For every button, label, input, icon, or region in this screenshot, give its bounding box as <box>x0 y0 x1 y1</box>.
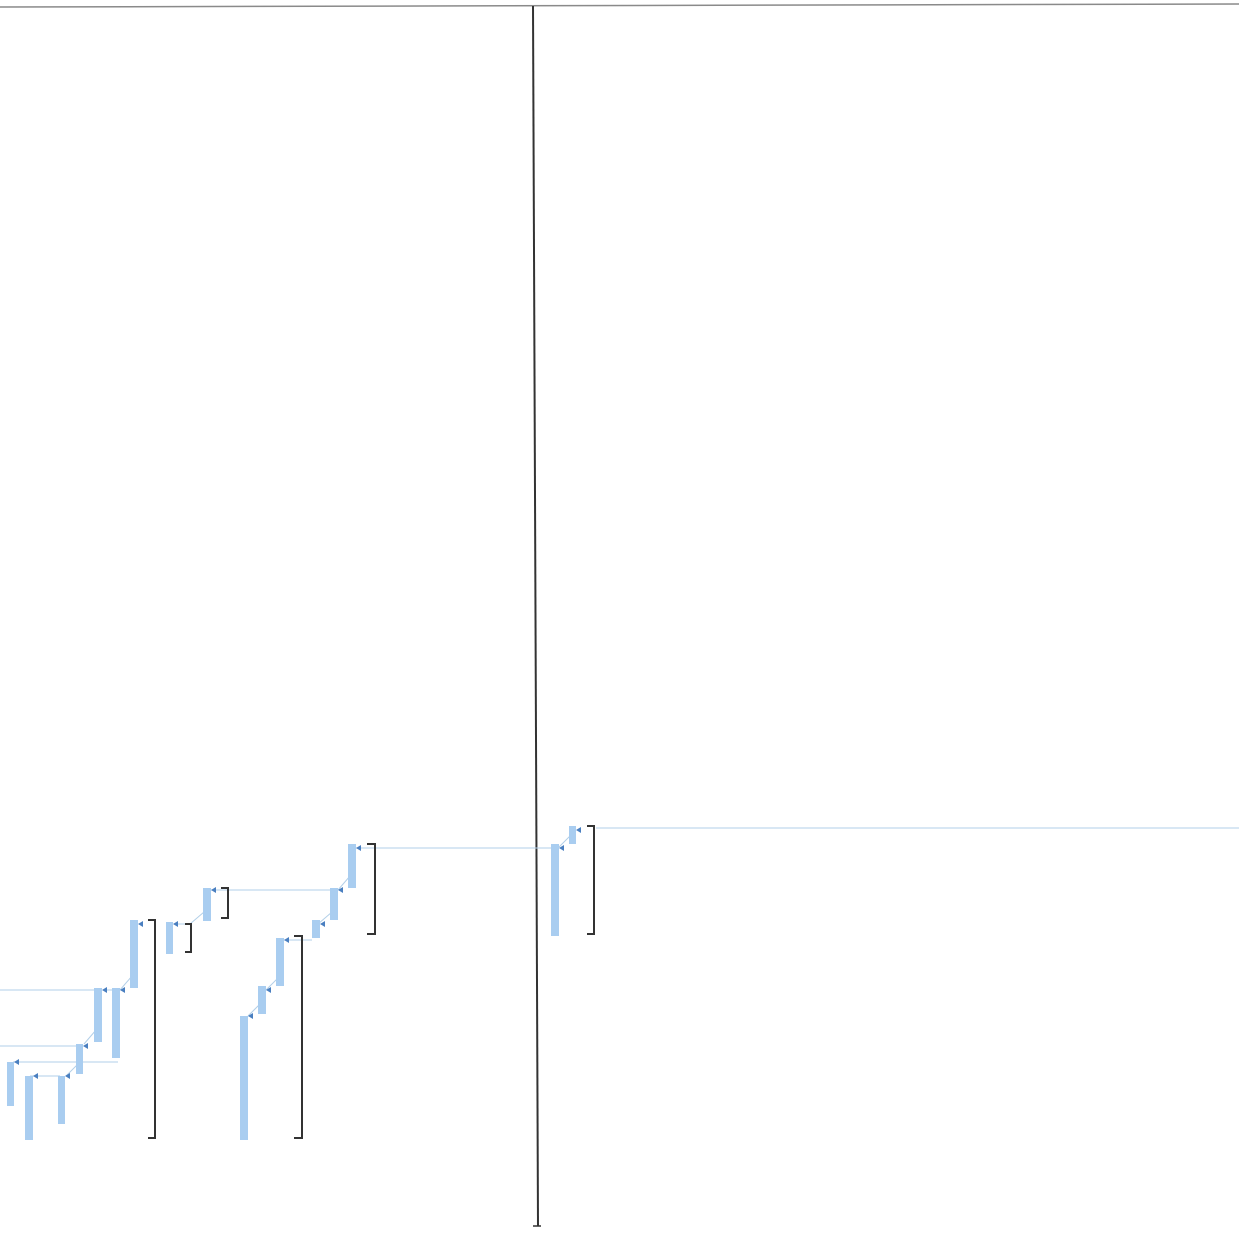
arrow-head <box>102 987 107 993</box>
arrow-head <box>576 827 581 833</box>
arrow-head <box>14 1059 19 1065</box>
task-bar[interactable] <box>312 920 320 938</box>
task-bars <box>7 826 576 1140</box>
task-bar[interactable] <box>240 1016 248 1140</box>
link-arrows <box>14 827 581 1079</box>
task-bar[interactable] <box>348 844 356 888</box>
link-line <box>189 911 205 925</box>
task-bar[interactable] <box>330 888 338 920</box>
task-bar[interactable] <box>58 1076 65 1124</box>
task-bar[interactable] <box>25 1076 33 1140</box>
arrow-head <box>284 937 289 943</box>
task-bar[interactable] <box>569 826 576 844</box>
summary-brackets <box>148 825 595 1139</box>
task-bar[interactable] <box>112 988 120 1058</box>
task-bar[interactable] <box>551 844 559 936</box>
task-bar[interactable] <box>76 1044 83 1074</box>
summary-bracket <box>367 843 376 935</box>
arrow-head <box>33 1073 38 1079</box>
summary-bracket <box>587 825 595 935</box>
arrow-head <box>320 921 325 927</box>
task-bar[interactable] <box>276 938 284 986</box>
arrow-head <box>120 987 125 993</box>
link-line <box>317 911 333 925</box>
link-line <box>557 835 571 849</box>
arrow-head <box>356 845 361 851</box>
arrow-head <box>173 921 178 927</box>
arrow-head <box>266 987 271 993</box>
arrow-head <box>559 845 564 851</box>
arrow-head <box>83 1043 88 1049</box>
task-bar[interactable] <box>94 988 102 1042</box>
arrow-head <box>138 921 143 927</box>
summary-bracket <box>185 923 192 953</box>
arrow-head <box>248 1013 253 1019</box>
summary-bracket <box>221 887 229 919</box>
summary-bracket <box>294 935 303 1139</box>
task-bar[interactable] <box>7 1062 14 1106</box>
timeline-divider <box>532 5 539 1227</box>
arrow-head <box>338 887 343 893</box>
task-bar[interactable] <box>203 888 211 921</box>
task-bar[interactable] <box>130 920 138 988</box>
top-border <box>0 3 1239 8</box>
summary-bracket <box>148 919 156 1139</box>
arrow-head <box>211 887 216 893</box>
arrow-head <box>65 1073 70 1079</box>
task-bar[interactable] <box>258 986 266 1014</box>
task-bar[interactable] <box>166 922 173 954</box>
